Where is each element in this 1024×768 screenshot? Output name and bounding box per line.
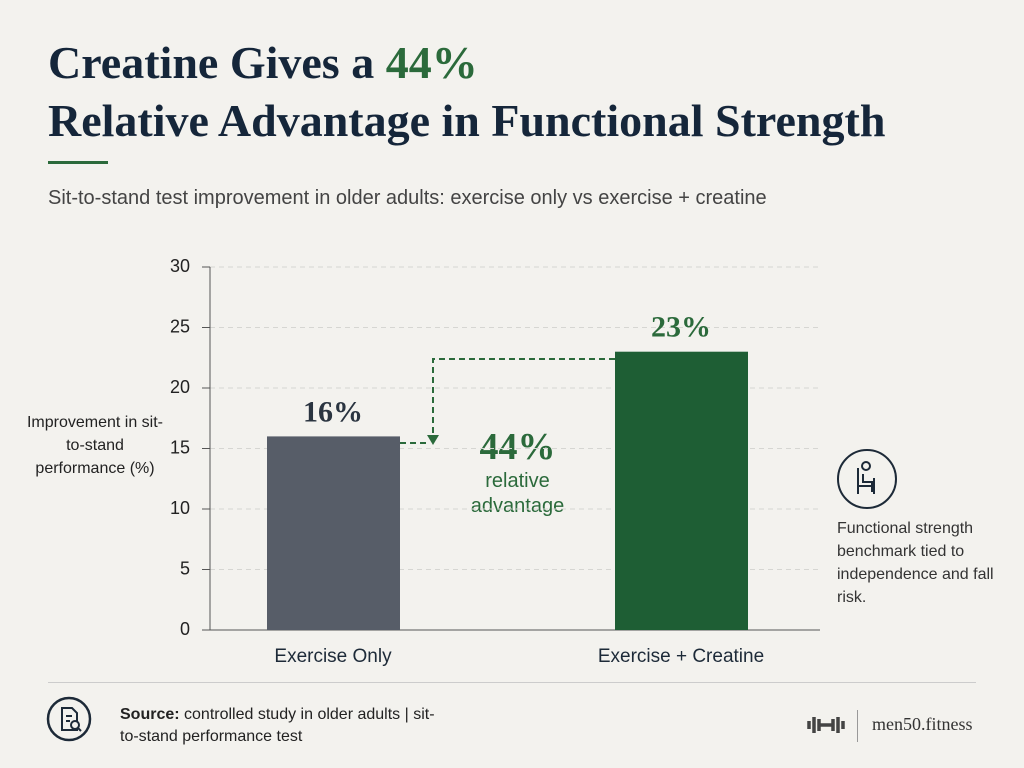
doc-icon	[46, 696, 92, 742]
y-tick-label: 0	[180, 619, 190, 639]
y-tick-label: 25	[170, 316, 190, 336]
connector	[432, 358, 615, 436]
bar	[615, 351, 748, 630]
title-line2: Relative Advantage in Functional Strengt…	[48, 95, 886, 146]
y-tick-label: 15	[170, 437, 190, 457]
y-tick-label: 5	[180, 558, 190, 578]
annotation-value: 44%	[479, 426, 556, 468]
dumbbell-icon	[807, 717, 845, 733]
footer-divider	[48, 682, 976, 683]
y-axis-label: Improvement in sit-to-stand performance …	[26, 414, 164, 477]
chair-icon	[837, 449, 897, 509]
chart: 0 5 10 15 20 25 30 Exercise Only 16% Exercise + C…	[170, 256, 820, 667]
x-tick-label: Exercise + Creatine	[598, 646, 764, 667]
brand-divider	[857, 710, 858, 742]
title: Creatine Gives a 44% Relative Advantage i…	[48, 34, 885, 150]
annotation: 44% relative advantage	[450, 425, 585, 519]
y-tick-label: 10	[170, 498, 190, 518]
bar	[267, 436, 400, 630]
brand: men50.fitness	[872, 714, 973, 734]
source-label: Source:	[120, 706, 180, 723]
annotation-text: relative advantage	[470, 470, 565, 517]
x-tick-label: Exercise Only	[274, 646, 392, 667]
title-start: Creatine Gives a	[48, 37, 375, 88]
y-tick-label: 30	[170, 256, 190, 276]
side-note: Functional strength benchmark tied to in…	[837, 520, 994, 606]
arrowhead	[427, 435, 439, 445]
subtitle: Sit-to-stand test improvement in older a…	[48, 187, 767, 209]
value-label: 23%	[651, 311, 711, 344]
y-tick-label: 20	[170, 377, 190, 397]
value-label: 16%	[303, 395, 363, 428]
accent-line	[48, 161, 108, 164]
source-text: controlled study in older adults | sit-t…	[120, 706, 435, 745]
source: Source: controlled study in older adults…	[120, 704, 440, 748]
title-highlight: 44%	[385, 37, 478, 88]
